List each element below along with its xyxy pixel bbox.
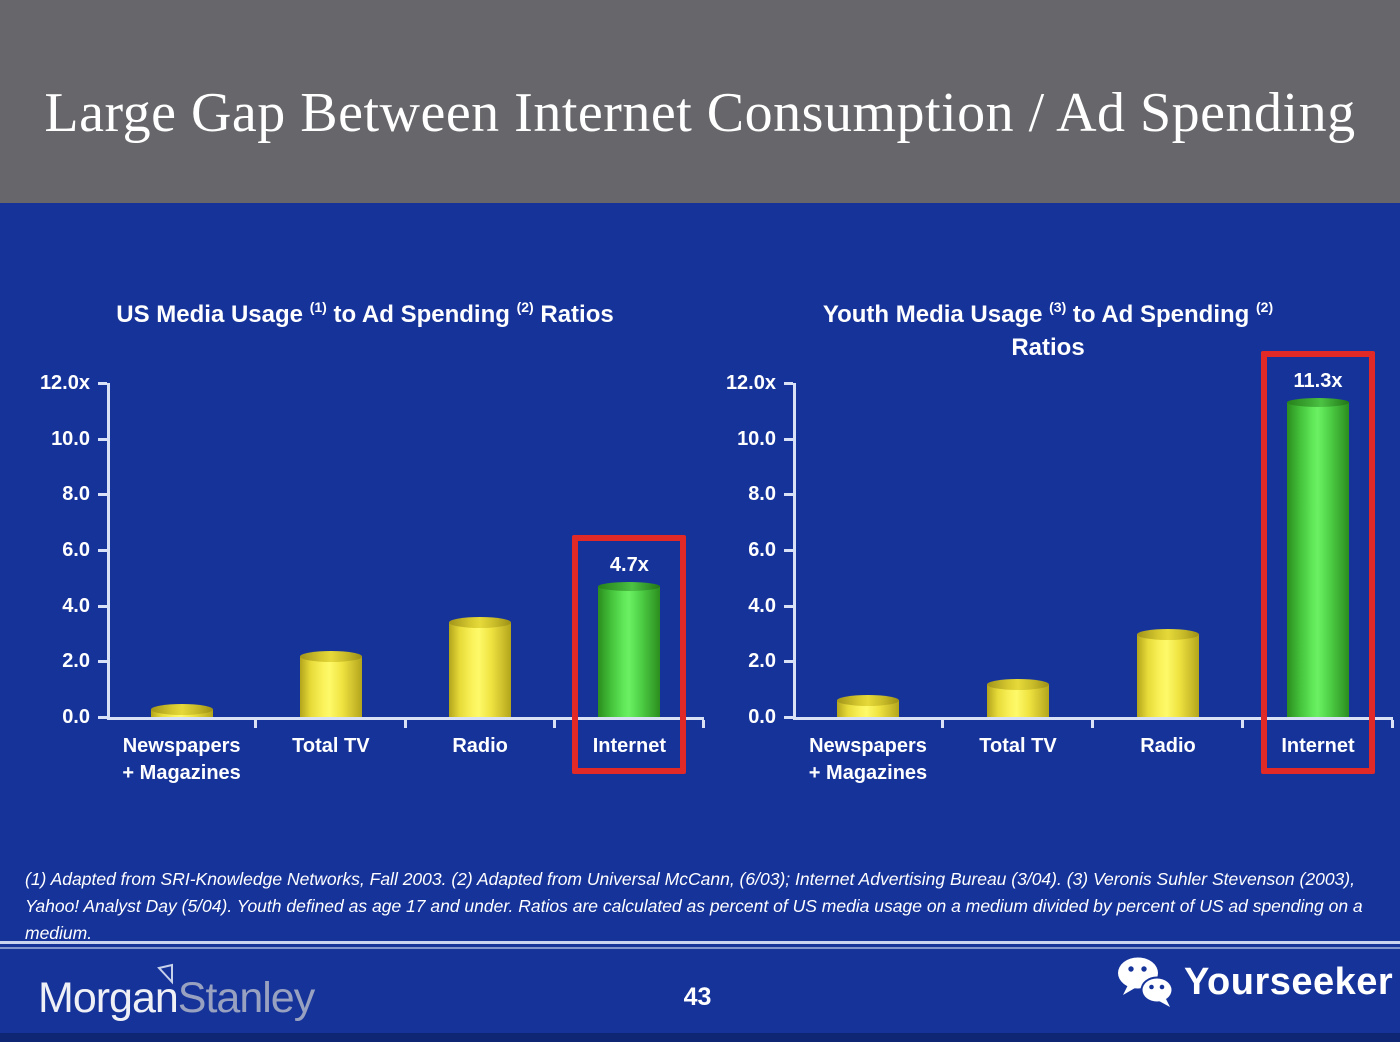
y-tick	[98, 437, 107, 441]
bar-internet	[598, 582, 661, 717]
y-axis-label: 2.0	[62, 650, 90, 673]
y-tick	[784, 382, 793, 385]
bottom-strip	[0, 1033, 1400, 1042]
y-axis-label: 10.0	[737, 427, 776, 450]
y-tick	[98, 604, 107, 608]
morgan-stanley-logo: MorganStanley	[38, 963, 315, 1023]
footnote: (1) Adapted from SRI-Knowledge Networks,…	[25, 869, 1363, 943]
y-axis-label: 6.0	[748, 539, 776, 561]
bar-radio	[1137, 628, 1199, 717]
slide-title: Large Gap Between Internet Consumption /…	[44, 81, 1356, 144]
wechat-icon	[1118, 957, 1174, 1007]
brand-stanley: Stanley	[177, 974, 315, 1022]
x-tick	[1241, 720, 1244, 728]
y-tick	[784, 493, 793, 497]
category-label: Newspapers + Magazines	[808, 735, 928, 784]
category-label: Internet	[592, 735, 667, 757]
y-tick	[784, 660, 793, 664]
y-axis-label: 4.0	[62, 594, 90, 617]
x-tick	[552, 720, 556, 728]
y-axis-label: 12.0x	[725, 372, 776, 394]
y-tick	[784, 437, 793, 441]
category-label: Total TV	[979, 735, 1057, 757]
y-tick	[98, 493, 107, 497]
y-axis-label: 4.0	[748, 594, 776, 617]
category-label: Newspapers + Magazines	[122, 735, 241, 784]
x-tick	[941, 720, 944, 728]
y-axis-label: 2.0	[748, 650, 776, 673]
category-label: Radio	[1140, 735, 1196, 757]
x-tick	[1091, 720, 1094, 728]
x-tick	[403, 720, 407, 728]
y-tick	[784, 716, 793, 719]
bar-newspapers	[837, 695, 899, 717]
category-label: Total TV	[292, 735, 370, 757]
bar-value-label: 4.7x	[609, 554, 649, 577]
x-tick	[1391, 720, 1394, 728]
slide-header: Large Gap Between Internet Consumption /…	[0, 0, 1400, 203]
category-label: Radio	[452, 735, 508, 757]
chart-title: Youth Media Usage (3) to Ad Spending (2)…	[822, 299, 1274, 361]
bar-internet	[1287, 398, 1349, 717]
y-axis-label: 6.0	[62, 539, 90, 561]
morgan-stanley-flag-icon	[157, 963, 173, 985]
category-label: Internet	[1281, 735, 1355, 757]
y-tick	[784, 604, 793, 608]
y-axis	[793, 383, 796, 720]
brand-morgan: Morgan	[38, 974, 179, 1022]
bar-total-tv	[987, 678, 1049, 717]
watermark-label: Yourseeker	[1184, 960, 1394, 1003]
highlight-box	[572, 535, 687, 774]
footer-separator-line-thin	[0, 947, 1400, 949]
y-tick	[98, 382, 107, 385]
bar-total-tv	[299, 650, 362, 717]
x-axis	[793, 717, 1393, 720]
y-axis	[107, 383, 110, 720]
y-axis-label: 12.0x	[39, 372, 90, 394]
x-tick	[702, 720, 705, 728]
x-axis	[107, 717, 704, 720]
x-tick	[254, 720, 258, 728]
y-axis-label: 10.0	[51, 427, 90, 450]
y-axis-label: 8.0	[62, 483, 90, 506]
footer-separator-line	[0, 941, 1400, 944]
bar-radio	[449, 617, 512, 717]
chart-title: US Media Usage (1) to Ad Spending (2) Ra…	[116, 299, 614, 328]
y-axis-label: 0.0	[748, 706, 776, 728]
y-axis-label: 8.0	[748, 483, 776, 506]
y-tick	[98, 716, 107, 719]
y-tick	[784, 549, 793, 552]
bar-newspapers	[150, 703, 213, 717]
y-axis-label: 0.0	[62, 706, 90, 728]
bar-value-label: 11.3x	[1293, 370, 1343, 393]
y-tick	[98, 549, 107, 552]
highlight-box	[1261, 351, 1375, 774]
page-number: 43	[683, 983, 712, 1011]
watermark: Yourseeker	[1116, 956, 1393, 1008]
y-tick	[98, 660, 107, 664]
